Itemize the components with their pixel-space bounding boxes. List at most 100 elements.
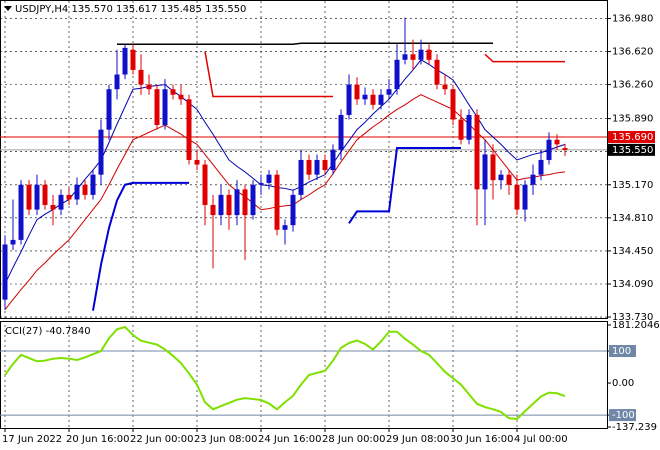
- candle-body: [290, 194, 296, 226]
- candle-body: [2, 244, 8, 300]
- y-tick-label: 134.450: [612, 246, 653, 257]
- y-tick-label: 136.260: [612, 80, 653, 91]
- y-tick-label: 134.090: [612, 279, 653, 290]
- candle-body: [514, 184, 520, 210]
- cci-line: [4, 325, 566, 420]
- candle-body: [538, 159, 544, 175]
- candle-body: [234, 189, 240, 216]
- candle-body: [506, 174, 512, 185]
- candle-body: [202, 164, 208, 205]
- y-tick-label: 133.730: [612, 312, 653, 323]
- candle-body: [10, 239, 16, 245]
- x-tick-label: 30 Jun 16:00: [450, 434, 514, 445]
- candle-body: [442, 84, 448, 90]
- candle-body: [434, 59, 440, 85]
- indicator-line: [4, 94, 566, 311]
- y-tick-label: 135.890: [612, 114, 653, 125]
- y-tick-label: 0.00: [612, 378, 634, 389]
- candle-body: [266, 174, 272, 183]
- indicator-line: [4, 59, 566, 285]
- menu-icon: [4, 6, 12, 11]
- candle-body: [482, 154, 488, 190]
- y-tick-label: 135.170: [612, 180, 653, 191]
- candle-body: [314, 159, 320, 175]
- candle-body: [82, 184, 88, 195]
- candle-body: [226, 194, 232, 216]
- price-label-box: [608, 130, 655, 143]
- candle-body: [474, 114, 480, 190]
- candle-body: [402, 54, 408, 60]
- candle-body: [258, 182, 264, 185]
- x-tick-label: 22 Jun 00:00: [130, 434, 194, 445]
- plot-frame: [0, 0, 608, 319]
- candle-body: [170, 89, 176, 95]
- y-tick-label: 181.2046: [612, 320, 660, 331]
- candle-body: [66, 194, 72, 200]
- chart-title: USDJPY,H4 135.570 135.617 135.485 135.55…: [15, 4, 246, 15]
- candle-body: [418, 49, 424, 60]
- x-tick-label: 17 Jun 2022: [2, 434, 62, 445]
- y-tick-label: 136.980: [612, 13, 653, 24]
- candle-body: [522, 184, 528, 210]
- x-tick-label: 28 Jun 00:00: [322, 434, 386, 445]
- candle-body: [530, 174, 536, 185]
- y-tick-label: 136.620: [612, 47, 653, 58]
- candle-body: [282, 225, 288, 230]
- candle-body: [450, 89, 456, 120]
- candle-body: [130, 49, 136, 70]
- candle-body: [298, 159, 304, 195]
- candle-body: [322, 159, 328, 171]
- candle-body: [458, 119, 464, 140]
- candle-body: [34, 184, 40, 210]
- candle-body: [362, 94, 368, 100]
- candle-body: [378, 94, 384, 105]
- candle-body: [26, 184, 32, 210]
- candle-body: [490, 154, 496, 181]
- indicator-title: CCI(27) -40.7840: [5, 326, 91, 337]
- indicator-frame: [0, 321, 608, 429]
- candle-body: [58, 194, 64, 210]
- candle-body: [330, 149, 336, 171]
- candle-body: [90, 174, 96, 195]
- candle-body: [74, 184, 80, 200]
- candle-body: [410, 54, 416, 60]
- candle-body: [146, 84, 152, 90]
- candle-body: [562, 148, 568, 150]
- level-label-box: [609, 409, 636, 422]
- candle-body: [554, 139, 560, 145]
- x-tick-label: 29 Jun 08:00: [386, 434, 450, 445]
- candle-body: [178, 94, 184, 100]
- candle-body: [338, 114, 344, 150]
- candle-body: [346, 84, 352, 115]
- candle-body: [114, 74, 120, 90]
- y-tick-label: 100: [612, 346, 631, 357]
- candle-body: [354, 84, 360, 100]
- price-label: 135.690: [612, 132, 653, 143]
- price-label: 135.550: [612, 145, 653, 156]
- candle-body: [370, 94, 376, 105]
- y-tick-label: 134.810: [612, 213, 653, 224]
- candle-body: [306, 159, 312, 175]
- candle-body: [98, 129, 104, 175]
- candle-body: [154, 89, 160, 126]
- price-label-box: [608, 143, 655, 156]
- indicator-line: [117, 42, 493, 45]
- x-tick-label: 20 Jun 16:00: [66, 434, 130, 445]
- y-tick-label: -100: [612, 410, 635, 421]
- candle-body: [426, 49, 432, 60]
- candle-body: [42, 184, 48, 205]
- candle-body: [210, 204, 216, 216]
- candle-body: [250, 184, 256, 216]
- candle-body: [498, 174, 504, 181]
- indicator-line: [92, 147, 461, 311]
- candle-body: [394, 59, 400, 90]
- candle-body: [162, 89, 168, 126]
- x-tick-label: 4 Jul 00:00: [514, 434, 568, 445]
- candle-body: [18, 184, 24, 240]
- candle-body: [194, 159, 200, 165]
- candle-body: [138, 69, 144, 85]
- candle-body: [386, 89, 392, 95]
